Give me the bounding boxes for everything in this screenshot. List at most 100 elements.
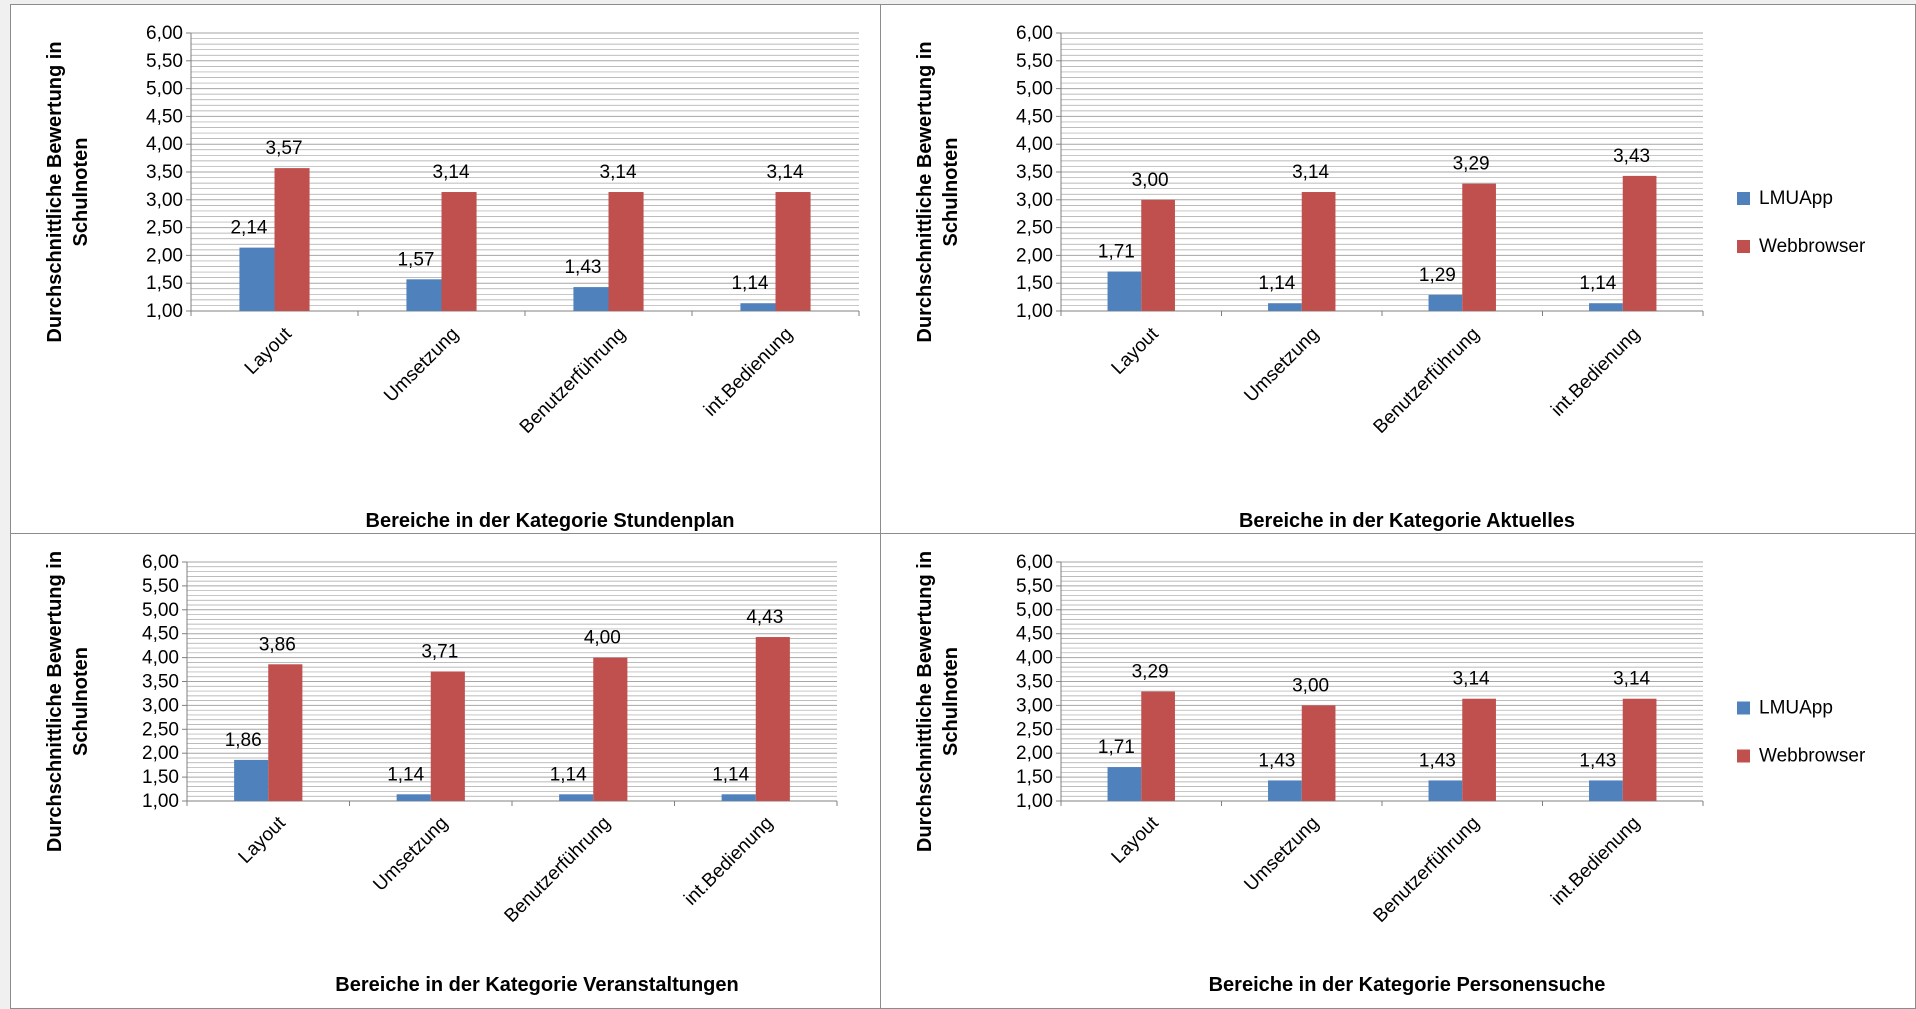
data-label-webbrowser-int-bedienung: 3,43: [1613, 146, 1650, 167]
y-tick-label: 3,50: [146, 162, 183, 183]
bar-webbrowser-umsetzung: [1301, 705, 1336, 801]
category-label-benutzerführung: Benutzerführung: [1370, 813, 1484, 927]
data-label-webbrowser-layout: 3,00: [1132, 170, 1169, 191]
legend-swatch-lmuapp: [1737, 192, 1750, 205]
bar-webbrowser-layout: [274, 168, 310, 311]
y-tick-label: 5,00: [1016, 600, 1053, 621]
data-label-lmuapp-benutzerführung: 1,29: [1419, 265, 1456, 286]
data-label-webbrowser-layout: 3,57: [266, 138, 303, 159]
bar-lmuapp-benutzerführung: [1428, 294, 1463, 311]
bar-lmuapp-umsetzung: [396, 794, 431, 801]
data-label-webbrowser-benutzerführung: 3,14: [1453, 669, 1490, 690]
chart-panel-stundenplan: 1,00 1,50 2,00 2,50 3,00 3,50 4,00 4,50 5,00 5,50…: [10, 4, 881, 534]
bar-webbrowser-umsetzung: [430, 671, 465, 801]
y-axis-title: Durchschnittliche Bewertung in: [914, 551, 936, 852]
data-label-lmuapp-umsetzung: 1,57: [397, 249, 434, 270]
data-label-webbrowser-umsetzung: 3,14: [1292, 162, 1329, 183]
bar-webbrowser-layout: [268, 664, 303, 801]
bar-lmuapp-layout: [1107, 767, 1142, 801]
y-axis-title: Durchschnittliche Bewertung in: [914, 41, 936, 342]
data-label-lmuapp-int-bedienung: 1,43: [1579, 750, 1616, 771]
y-tick-label: 1,50: [1016, 273, 1053, 294]
y-tick-label: 4,00: [146, 134, 183, 155]
category-label-benutzerführung: Benutzerführung: [1370, 324, 1484, 438]
data-label-webbrowser-umsetzung: 3,71: [421, 641, 458, 662]
y-tick-label: 5,00: [1016, 79, 1053, 100]
category-label-benutzerführung: Benutzerführung: [501, 813, 615, 927]
data-label-webbrowser-umsetzung: 3,00: [1292, 675, 1329, 696]
y-tick-label: 1,00: [142, 791, 179, 812]
data-label-lmuapp-layout: 2,14: [230, 218, 267, 239]
data-label-lmuapp-benutzerführung: 1,14: [550, 764, 587, 785]
bar-lmuapp-layout: [234, 759, 269, 801]
bar-webbrowser-layout: [1141, 691, 1175, 801]
y-tick-label: 2,50: [146, 218, 183, 239]
data-label-webbrowser-benutzerführung: 3,29: [1453, 154, 1490, 175]
y-tick-label: 4,00: [1016, 648, 1053, 669]
category-label-benutzerführung: Benutzerführung: [516, 324, 630, 438]
data-label-webbrowser-layout: 3,29: [1132, 662, 1169, 683]
category-label-int-bedienung: int.Bedienung: [680, 813, 777, 910]
data-label-webbrowser-benutzerführung: 3,14: [600, 162, 637, 183]
bar-lmuapp-int-bedienung: [1589, 780, 1623, 801]
y-tick-label: 2,00: [142, 743, 179, 764]
bar-webbrowser-int-bedienung: [1622, 698, 1657, 801]
legend-label-lmuapp: LMUApp: [1759, 698, 1833, 719]
y-tick-label: 1,00: [1016, 791, 1053, 812]
y-tick-label: 2,50: [142, 719, 179, 740]
bar-lmuapp-int-bedienung: [740, 303, 776, 311]
data-label-webbrowser-int-bedienung: 3,14: [767, 162, 804, 183]
y-tick-label: 4,00: [1016, 134, 1053, 155]
data-label-lmuapp-umsetzung: 1,14: [387, 764, 424, 785]
y-tick-label: 2,50: [1016, 719, 1053, 740]
category-label-int-bedienung: int.Bedienung: [1547, 813, 1644, 910]
bar-webbrowser-umsetzung: [1301, 192, 1336, 311]
data-label-lmuapp-int-bedienung: 1,14: [712, 764, 749, 785]
y-tick-label: 1,00: [1016, 301, 1053, 322]
bar-webbrowser-int-bedienung: [755, 637, 790, 801]
chart-stundenplan: 1,00 1,50 2,00 2,50 3,00 3,50 4,00 4,50 5,00 5,50…: [44, 23, 860, 532]
x-axis-title: Bereiche in der Kategorie Stundenplan: [366, 510, 735, 532]
y-tick-label: 2,50: [1016, 218, 1053, 239]
y-axis-title: Schulnoten: [940, 647, 962, 756]
bar-lmuapp-umsetzung: [406, 279, 442, 311]
bar-webbrowser-benutzerführung: [608, 192, 644, 311]
category-label-int-bedienung: int.Bedienung: [1547, 324, 1644, 421]
chart-panel-aktuelles: 1,00 1,50 2,00 2,50 3,00 3,50 4,00 4,50 5,00 5,50…: [880, 4, 1916, 534]
y-axis-title: Schulnoten: [70, 647, 92, 756]
category-label-layout: Layout: [1108, 323, 1164, 379]
bar-lmuapp-umsetzung: [1268, 303, 1302, 311]
y-tick-label: 3,00: [1016, 695, 1053, 716]
y-axis-title: Durchschnittliche Bewertung in: [44, 41, 66, 342]
chart-panel-personensuche: 1,00 1,50 2,00 2,50 3,00 3,50 4,00 4,50 5,00 5,50…: [880, 533, 1916, 1009]
bar-lmuapp-benutzerführung: [1428, 780, 1463, 801]
data-label-webbrowser-layout: 3,86: [259, 634, 296, 655]
bar-lmuapp-umsetzung: [1268, 780, 1302, 801]
legend-label-webbrowser: Webbrowser: [1759, 746, 1866, 767]
data-label-webbrowser-benutzerführung: 4,00: [584, 628, 621, 649]
data-label-webbrowser-int-bedienung: 3,14: [1613, 669, 1650, 690]
y-tick-label: 4,50: [146, 106, 183, 127]
y-axis-title: Durchschnittliche Bewertung in: [44, 551, 66, 852]
data-label-lmuapp-layout: 1,86: [225, 730, 262, 751]
category-label-layout: Layout: [241, 323, 297, 379]
y-tick-label: 5,50: [1016, 51, 1053, 72]
y-tick-label: 3,50: [142, 672, 179, 693]
legend-swatch-webbrowser: [1737, 749, 1750, 763]
y-tick-label: 1,50: [1016, 767, 1053, 788]
data-label-webbrowser-umsetzung: 3,14: [433, 162, 470, 183]
chart-panel-veranstaltungen: 1,00 1,50 2,00 2,50 3,00 3,50 4,00 4,50 5,00 5,50…: [10, 533, 881, 1009]
legend-label-lmuapp: LMUApp: [1759, 188, 1833, 209]
y-tick-label: 4,50: [1016, 624, 1053, 645]
bar-webbrowser-umsetzung: [441, 192, 477, 311]
bar-webbrowser-int-bedienung: [775, 192, 811, 311]
x-axis-title: Bereiche in der Kategorie Veranstaltunge…: [335, 974, 738, 996]
data-label-webbrowser-int-bedienung: 4,43: [746, 607, 783, 628]
bar-lmuapp-layout: [239, 247, 275, 311]
data-label-lmuapp-benutzerführung: 1,43: [564, 257, 601, 278]
bar-webbrowser-benutzerführung: [1462, 698, 1496, 801]
y-tick-label: 4,00: [142, 648, 179, 669]
category-label-umsetzung: Umsetzung: [1240, 324, 1323, 407]
legend-swatch-webbrowser: [1737, 240, 1750, 253]
y-tick-label: 6,00: [1016, 552, 1053, 573]
